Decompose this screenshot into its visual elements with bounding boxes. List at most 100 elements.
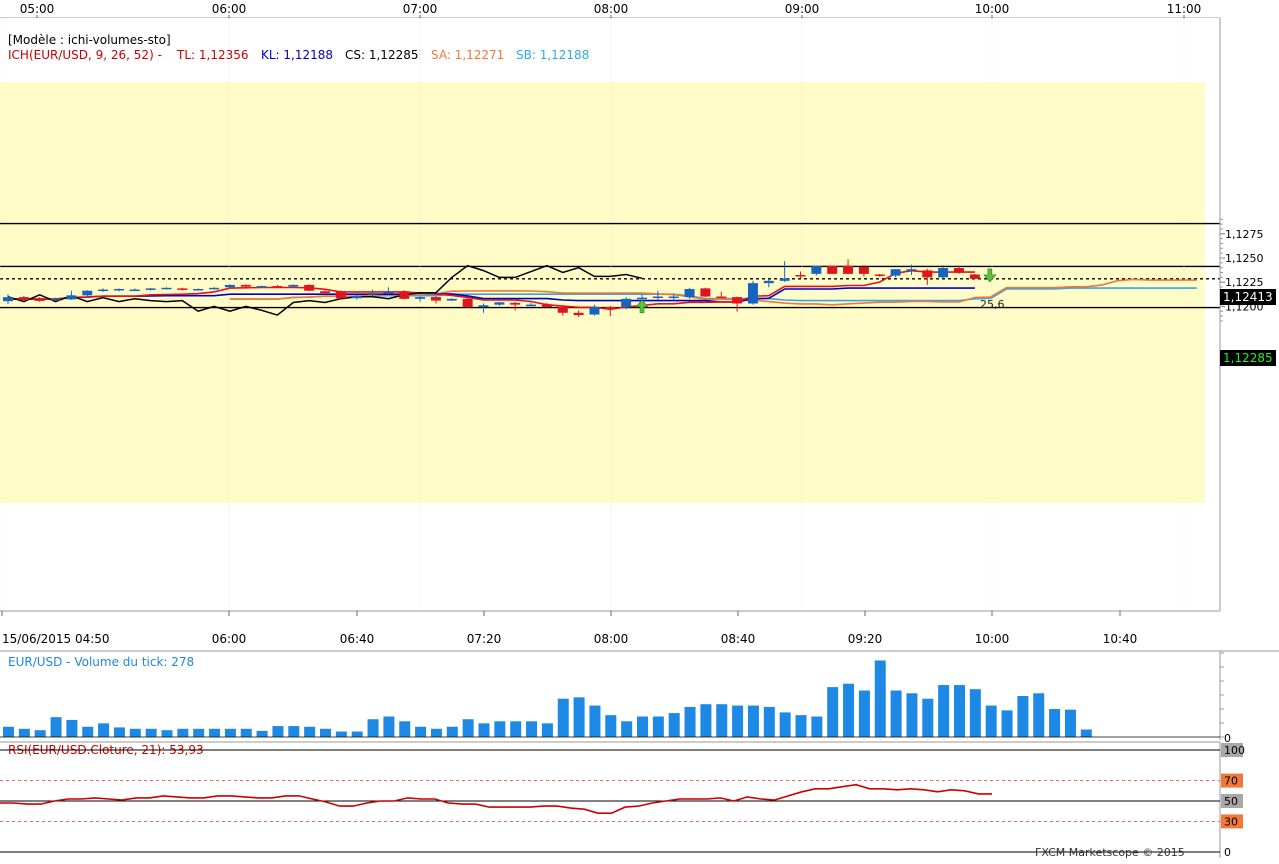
candle-body[interactable] <box>272 286 283 288</box>
volume-bar[interactable] <box>779 712 791 737</box>
volume-bar[interactable] <box>462 719 474 737</box>
kijun-sen-line[interactable] <box>8 287 975 303</box>
volume-bar[interactable] <box>858 690 870 737</box>
candle-body[interactable] <box>684 288 695 298</box>
volume-bar[interactable] <box>541 723 553 737</box>
candle-body[interactable] <box>827 265 838 274</box>
candle-body[interactable] <box>209 287 220 290</box>
volume-bar[interactable] <box>399 721 411 737</box>
candle-body[interactable] <box>145 288 156 290</box>
candle-body[interactable] <box>668 296 679 299</box>
volume-bar[interactable] <box>668 713 680 737</box>
volume-bar[interactable] <box>906 693 918 737</box>
volume-bar[interactable] <box>938 685 950 737</box>
candle-body[interactable] <box>938 268 949 278</box>
candle-body[interactable] <box>98 289 109 292</box>
volume-bar[interactable] <box>605 715 617 737</box>
volume-bar[interactable] <box>240 728 252 737</box>
volume-bar[interactable] <box>161 730 173 737</box>
candle-body[interactable] <box>383 291 394 294</box>
candle-body[interactable] <box>890 269 901 276</box>
volume-bar[interactable] <box>478 723 490 737</box>
candle-body[interactable] <box>113 288 124 291</box>
candle-body[interactable] <box>541 304 552 307</box>
candle-body[interactable] <box>811 265 822 274</box>
candle-body[interactable] <box>82 290 93 296</box>
candle-body[interactable] <box>193 288 204 291</box>
candle-body[interactable] <box>732 297 743 304</box>
volume-bar[interactable] <box>383 716 395 738</box>
candle-body[interactable] <box>446 298 457 301</box>
candle-body[interactable] <box>605 306 616 309</box>
volume-bar[interactable] <box>256 730 268 737</box>
volume-bar[interactable] <box>351 731 363 737</box>
volume-bar[interactable] <box>716 704 728 737</box>
candle-body[interactable] <box>637 297 647 300</box>
volume-bar[interactable] <box>129 728 141 737</box>
candle-body[interactable] <box>462 298 473 307</box>
candle-body[interactable] <box>415 297 426 299</box>
volume-bar[interactable] <box>1080 729 1092 737</box>
candle-body[interactable] <box>224 284 235 288</box>
candle-body[interactable] <box>34 299 45 301</box>
volume-bar[interactable] <box>224 728 236 737</box>
candle-body[interactable] <box>129 289 140 292</box>
volume-bar[interactable] <box>795 715 807 737</box>
volume-bar[interactable] <box>874 660 886 737</box>
candle-body[interactable] <box>50 298 61 301</box>
volume-bar[interactable] <box>1064 709 1076 737</box>
volume-bar[interactable] <box>367 719 379 737</box>
candle-body[interactable] <box>843 265 854 274</box>
candle-body[interactable] <box>874 274 885 276</box>
candle-body[interactable] <box>18 297 29 301</box>
volume-bar[interactable] <box>320 728 331 737</box>
volume-bar[interactable] <box>304 726 316 737</box>
rsi-line[interactable] <box>0 783 992 815</box>
volume-bar[interactable] <box>1001 710 1013 737</box>
volume-bar[interactable] <box>1049 708 1061 737</box>
volume-bar[interactable] <box>145 728 157 737</box>
candle-body[interactable] <box>858 266 869 274</box>
volume-bar[interactable] <box>732 705 744 737</box>
candle-body[interactable] <box>335 291 346 299</box>
volume-bar[interactable] <box>34 730 46 737</box>
candle-body[interactable] <box>954 268 964 273</box>
candle-body[interactable] <box>66 295 77 300</box>
candle-body[interactable] <box>763 280 774 284</box>
candle-body[interactable] <box>589 306 600 315</box>
candle-body[interactable] <box>969 274 980 279</box>
volume-bar[interactable] <box>700 704 712 737</box>
volume-bar[interactable] <box>811 716 823 738</box>
volume-bar[interactable] <box>272 726 284 737</box>
chikou-span-line[interactable] <box>7 264 643 316</box>
candle-body[interactable] <box>747 283 758 304</box>
candle-body[interactable] <box>573 312 584 316</box>
volume-bar[interactable] <box>335 731 347 737</box>
senkou-span-a-line[interactable] <box>229 278 1197 306</box>
candle-body[interactable] <box>526 304 537 307</box>
candle-body[interactable] <box>795 275 806 277</box>
volume-bar[interactable] <box>3 726 14 737</box>
volume-bar[interactable] <box>526 721 538 737</box>
candle-body[interactable] <box>399 291 410 299</box>
volume-bar[interactable] <box>637 716 648 738</box>
volume-bar[interactable] <box>969 689 981 737</box>
volume-bar[interactable] <box>98 723 110 737</box>
volume-bar[interactable] <box>18 728 30 737</box>
volume-bar[interactable] <box>954 685 965 737</box>
candle-body[interactable] <box>478 305 489 307</box>
candle-body[interactable] <box>557 306 568 313</box>
volume-bar[interactable] <box>985 705 997 737</box>
volume-bar[interactable] <box>193 728 205 737</box>
candle-body[interactable] <box>256 286 267 288</box>
candle-body[interactable] <box>494 302 505 305</box>
candle-body[interactable] <box>161 287 172 290</box>
volume-bar[interactable] <box>621 721 633 737</box>
candle-body[interactable] <box>177 288 188 290</box>
volume-bar[interactable] <box>827 687 839 737</box>
volume-bar[interactable] <box>113 727 125 737</box>
volume-bar[interactable] <box>50 717 62 737</box>
volume-bar[interactable] <box>82 726 94 737</box>
volume-bar[interactable] <box>415 726 427 737</box>
